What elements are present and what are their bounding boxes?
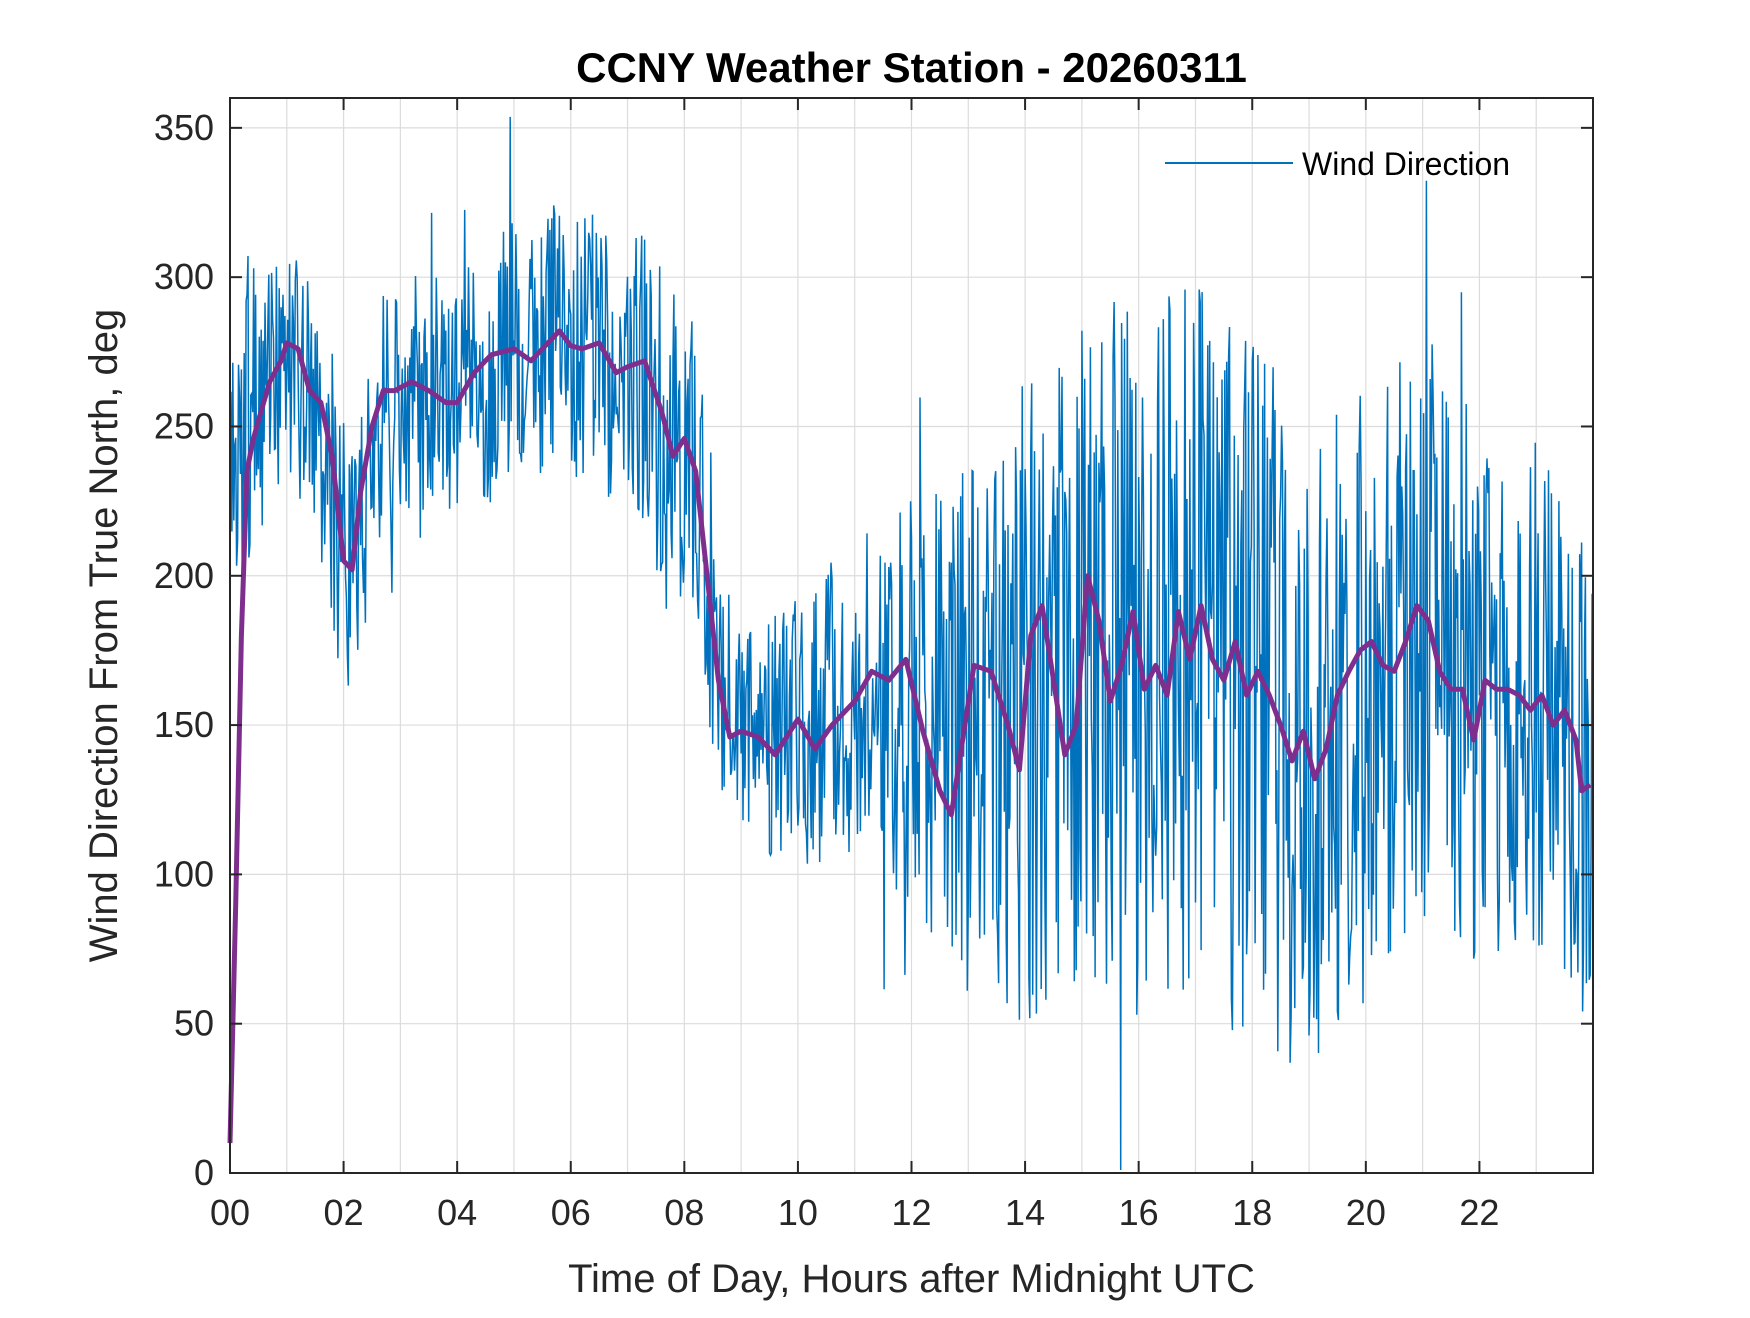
x-tick-label: 20 <box>1346 1192 1386 1233</box>
x-tick-label: 00 <box>210 1192 250 1233</box>
x-tick-label: 10 <box>778 1192 818 1233</box>
y-tick-label: 0 <box>194 1152 214 1193</box>
x-tick-label: 08 <box>664 1192 704 1233</box>
x-tick-label: 22 <box>1459 1192 1499 1233</box>
x-tick-label: 04 <box>437 1192 477 1233</box>
x-tick-label: 14 <box>1005 1192 1045 1233</box>
axes-box <box>229 97 1594 1174</box>
y-tick-label: 300 <box>154 256 214 297</box>
y-tick-label: 350 <box>154 107 214 148</box>
legend: Wind Direction <box>1165 146 1510 182</box>
x-axis-label: Time of Day, Hours after Midnight UTC <box>568 1257 1255 1301</box>
series-line-smoothed <box>227 328 1592 1144</box>
plot-area <box>227 116 1593 1171</box>
x-tick-label: 18 <box>1232 1192 1272 1233</box>
series-line-wind-direction <box>229 116 1593 1171</box>
y-tick-label: 250 <box>154 405 214 446</box>
y-tick-label: 50 <box>174 1003 214 1044</box>
x-tick-label: 16 <box>1119 1192 1159 1233</box>
x-tick-label: 06 <box>551 1192 591 1233</box>
x-tick-label: 12 <box>891 1192 931 1233</box>
y-axis-label: Wind Direction From True North, deg <box>82 309 126 963</box>
x-tick-label: 02 <box>324 1192 364 1233</box>
chart-title: CCNY Weather Station - 20260311 <box>576 44 1247 91</box>
y-tick-label: 100 <box>154 853 214 894</box>
y-tick-label: 150 <box>154 704 214 745</box>
tick-labels: 00 02 04 06 08 10 12 14 16 18 20 22 0 50 100 150 200 250 3… <box>154 107 1500 1233</box>
legend-label-wind-direction: Wind Direction <box>1302 146 1510 182</box>
y-tick-label: 200 <box>154 555 214 596</box>
